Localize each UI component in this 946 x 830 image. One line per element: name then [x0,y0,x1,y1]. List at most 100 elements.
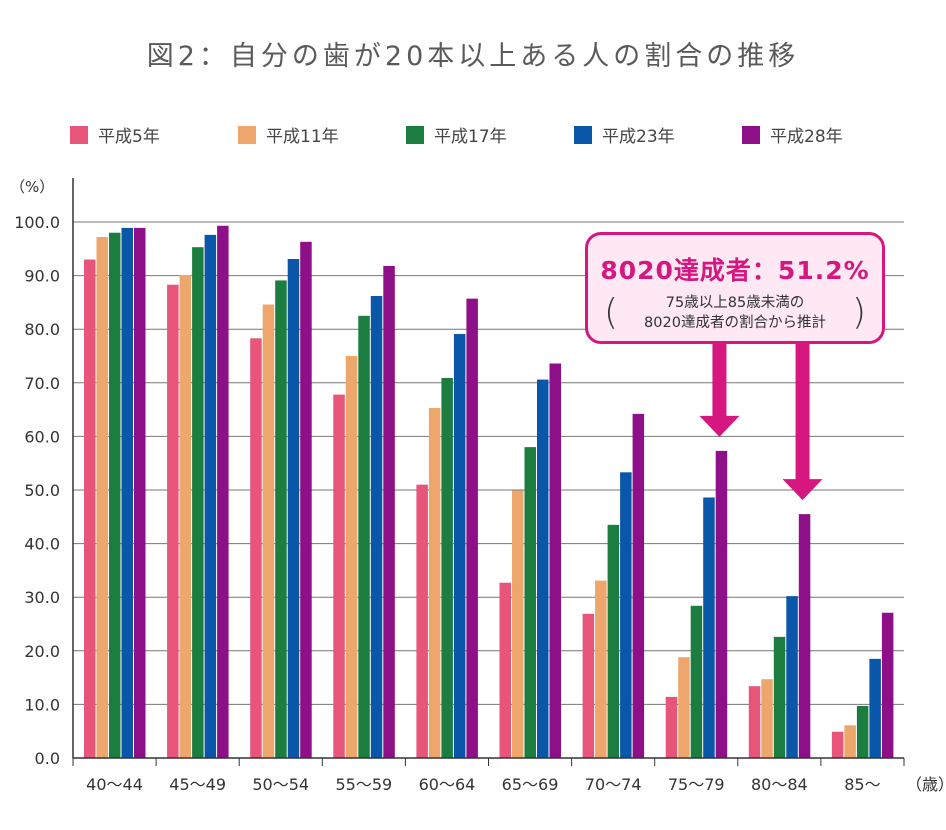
y-tick-label: 10.0 [24,695,60,714]
bar-2-7 [690,605,703,758]
y-tick-label: 30.0 [24,588,60,607]
y-tick-label: 60.0 [24,427,60,446]
bar-0-7 [665,696,678,758]
legend-swatch-h28 [742,125,760,144]
bar-0-4 [416,484,428,758]
bar-3-5 [537,379,549,758]
bar-4-0 [134,227,146,758]
bar-0-8 [748,686,761,758]
bar-2-6 [607,524,620,758]
legend-swatch-h17 [406,125,424,144]
bar-0-3 [333,394,345,758]
bar-0-6 [582,613,595,758]
bar-0-1 [167,284,179,758]
arrow-shaft-0 [712,344,727,417]
legend-swatch-h5 [70,125,88,144]
legend-item-h17: 平成17年 [406,122,574,147]
legend-label-h11: 平成11年 [266,127,339,147]
bar-0-0 [84,259,96,758]
legend-label-h23: 平成23年 [602,127,675,147]
arrow-shaft-1 [795,344,810,481]
bar-4-2 [300,241,312,758]
bar-4-3 [383,265,395,758]
bar-2-0 [109,232,121,759]
bar-2-4 [441,377,453,758]
x-tick-label: 45～49 [169,775,226,794]
bar-2-3 [358,315,370,758]
callout-sub-line2: 8020達成者の割合から推計 [644,315,826,331]
bar-2-8 [773,636,786,758]
bar-1-8 [761,679,773,758]
bar-4-7 [715,450,728,758]
y-axis-label: （%） [10,178,54,196]
y-tick-label: 70.0 [24,374,60,393]
bar-2-1 [192,247,204,758]
legend-item-h11: 平成11年 [238,122,406,147]
callout-sub-line1: 75歳以上85歳未満の [665,295,805,311]
y-tick-label: 90.0 [24,267,60,286]
y-tick-label: 40.0 [24,535,60,554]
x-axis-label: （歳） [906,775,946,794]
bar-1-0 [96,237,108,758]
callout-paren-left: ( [604,292,619,333]
bar-3-6 [620,472,632,758]
y-tick-label: 20.0 [24,642,60,661]
x-tick-label: 85～ [844,775,880,794]
bar-4-5 [549,363,561,758]
x-tick-label: 80～84 [751,775,808,794]
chart-title: 図2：自分の歯が20本以上ある人の割合の推移 [146,41,800,72]
legend-swatch-h23 [574,125,592,144]
bar-4-1 [217,225,229,758]
bar-4-4 [466,298,478,758]
legend-swatch-h11 [238,125,256,144]
x-tick-label: 60～64 [419,775,476,794]
bar-2-5 [524,447,536,758]
bar-1-6 [595,580,607,758]
bar-3-2 [287,258,300,758]
bar-2-9 [856,706,869,758]
bar-3-0 [121,227,133,758]
x-tick-label: 40～44 [86,775,143,794]
legend-item-h23: 平成23年 [574,122,742,147]
callout-sub-text: ( 75歳以上85歳未満の 8020達成者の割合から推計 ) [588,293,882,333]
arrow-head-0 [699,415,740,437]
legend-item-h5: 平成5年 [70,122,238,147]
y-tick-label: 80.0 [24,320,60,339]
bar-0-9 [831,731,844,758]
bar-0-2 [250,338,262,758]
callout-paren-right: ) [851,292,866,333]
bar-3-3 [370,295,383,758]
chart-legend: 平成5年 平成11年 平成17年 平成23年 平成28年 [70,122,910,147]
x-tick-label: 70～74 [585,775,642,794]
x-tick-label: 75～79 [668,775,725,794]
bar-1-7 [678,657,690,758]
x-tick-label: 55～59 [335,775,392,794]
bar-4-9 [881,612,894,758]
legend-label-h17: 平成17年 [434,127,507,147]
legend-label-h28: 平成28年 [770,127,843,147]
legend-item-h28: 平成28年 [742,122,910,147]
bar-4-8 [798,514,811,758]
bar-4-6 [632,413,645,758]
bar-1-5 [512,490,524,758]
bar-3-4 [453,334,466,758]
bar-1-3 [345,356,358,758]
bar-3-8 [786,596,798,758]
arrow-head-1 [782,479,823,501]
callout-main-text: 8020達成者：51.2% [600,256,870,285]
y-tick-label: 100.0 [14,213,60,232]
bar-2-2 [275,280,287,758]
legend-label-h5: 平成5年 [98,127,160,147]
bar-0-5 [499,582,511,758]
x-tick-label: 50～54 [252,775,309,794]
bar-1-2 [262,304,275,758]
callout-box: 8020達成者：51.2% ( 75歳以上85歳未満の 8020達成者の割合から… [585,232,885,344]
bar-3-1 [204,234,217,758]
x-tick-label: 65～69 [502,775,559,794]
bar-1-4 [428,407,441,758]
bar-3-9 [869,658,881,758]
bar-1-9 [844,725,856,758]
y-tick-label: 50.0 [24,481,60,500]
bar-1-1 [179,275,192,758]
